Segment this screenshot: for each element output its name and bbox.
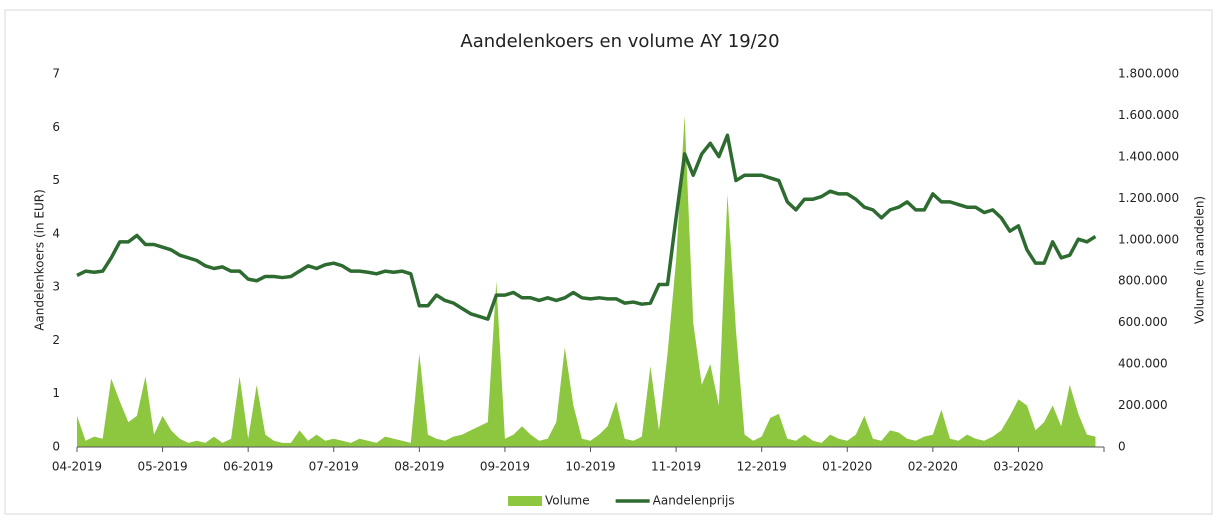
x-tick-label: 02-2020: [908, 460, 958, 474]
price-line: [76, 133, 1097, 321]
y2-tick-label: 1.400.000: [1118, 149, 1179, 163]
x-tick-label: 10-2019: [565, 460, 615, 474]
x-tick-label: 09-2019: [480, 460, 530, 474]
x-tick-label: 03-2020: [993, 460, 1043, 474]
y-tick-label: 5: [52, 173, 60, 187]
y2-tick-label: 0: [1118, 440, 1126, 454]
y-tick-label: 7: [52, 67, 60, 81]
y2-tick-label: 600.000: [1118, 315, 1168, 329]
y-tick-label: 4: [52, 226, 60, 240]
x-tick-label: 12-2019: [737, 460, 787, 474]
y-tick-label: 0: [52, 440, 60, 454]
x-tick-label: 05-2019: [138, 460, 188, 474]
y-tick-label: 3: [52, 280, 60, 294]
legend-label: Aandelenprijs: [653, 494, 735, 508]
y-axis-label: Aandelenkoers (in EUR): [33, 189, 47, 331]
legend-label: Volume: [545, 494, 590, 508]
y-tick-label: 2: [52, 333, 60, 347]
x-tick-label: 08-2019: [394, 460, 444, 474]
chart-title: Aandelenkoers en volume AY 19/20: [460, 31, 779, 52]
x-tick-label: 11-2019: [651, 460, 701, 474]
y2-tick-label: 1.200.000: [1118, 191, 1179, 205]
y2-tick-label: 1.000.000: [1118, 232, 1179, 246]
x-tick-label: 07-2019: [309, 460, 359, 474]
y2-axis-label: Volume (in aandelen): [1193, 196, 1207, 324]
y2-tick-label: 1.600.000: [1118, 108, 1179, 122]
y-tick-label: 1: [52, 386, 60, 400]
y2-tick-label: 200.000: [1118, 398, 1168, 412]
y-tick-label: 6: [52, 120, 60, 134]
x-tick-label: 01-2020: [822, 460, 872, 474]
x-tick-label: 04-2019: [52, 460, 102, 474]
legend-swatch: [508, 496, 542, 506]
x-tick-label: 06-2019: [223, 460, 273, 474]
y2-tick-label: 800.000: [1118, 274, 1168, 288]
y2-tick-label: 1.800.000: [1118, 67, 1179, 81]
y2-tick-label: 400.000: [1118, 357, 1168, 371]
